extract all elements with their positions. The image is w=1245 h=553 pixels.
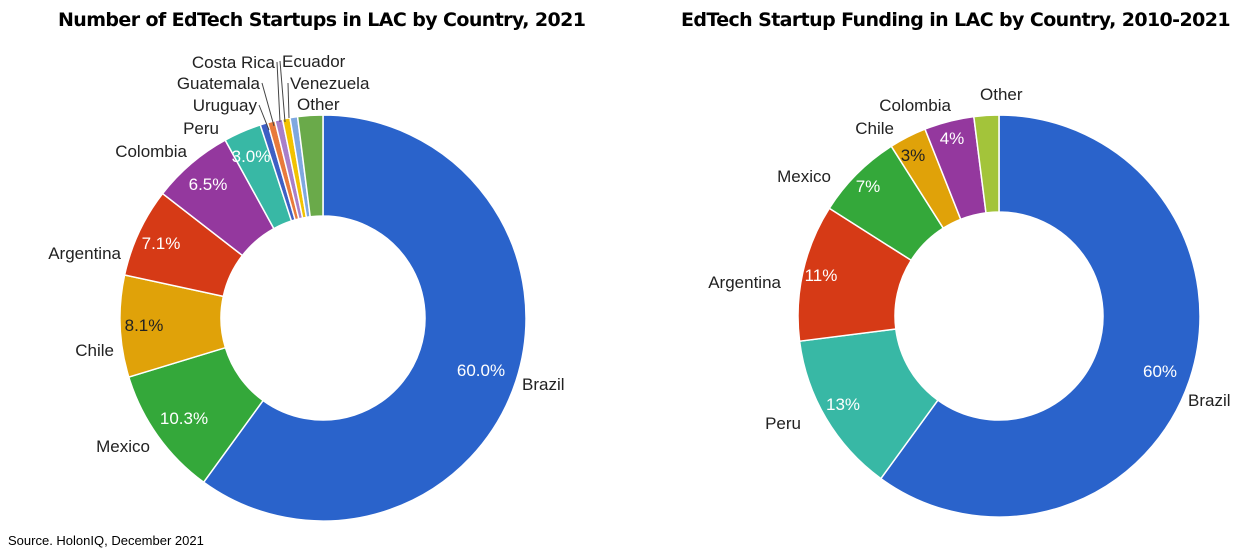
data-label-mexico: 10.3% — [160, 409, 208, 428]
source-note: Source. HolonIQ, December 2021 — [8, 533, 204, 548]
category-label-other: Other — [980, 85, 1023, 104]
category-label-chile: Chile — [75, 341, 114, 360]
category-label-brazil: Brazil — [522, 375, 565, 394]
slice-brazil — [879, 114, 1201, 518]
category-label-peru: Peru — [765, 414, 801, 433]
category-label-colombia: Colombia — [115, 142, 187, 161]
chart-title-startups: Number of EdTech Startups in LAC by Coun… — [58, 9, 586, 31]
category-label-brazil: Brazil — [1188, 391, 1231, 410]
startups-donut-chart: Brazil 60.0% Mexico 10.3% Chile 8.1% Argentina… — [48, 52, 565, 522]
data-label-colombia: 6.5% — [189, 175, 228, 194]
data-label-brazil: 60% — [1143, 362, 1177, 381]
category-label-argentina: Argentina — [708, 273, 781, 292]
leader-line-ecuador — [279, 60, 286, 123]
category-label-ecuador: Ecuador — [282, 52, 346, 71]
data-label-colombia: 4% — [940, 129, 965, 148]
leader-line-venezuela — [287, 82, 290, 119]
chart-title-funding: EdTech Startup Funding in LAC by Country… — [681, 9, 1231, 31]
category-label-colombia: Colombia — [879, 96, 951, 115]
slice-other — [972, 114, 1000, 214]
category-label-peru: Peru — [183, 119, 219, 138]
category-label-chile: Chile — [855, 119, 894, 138]
data-label-chile: 3% — [901, 146, 926, 165]
data-label-chile: 8.1% — [125, 316, 164, 335]
data-label-peru: 3.0% — [232, 147, 271, 166]
data-label-argentina: 7.1% — [142, 234, 181, 253]
slice-other — [296, 114, 324, 218]
data-label-brazil: 60.0% — [457, 361, 505, 380]
category-label-mexico: Mexico — [777, 167, 831, 186]
category-label-uruguay: Uruguay — [193, 96, 258, 115]
category-label-other: Other — [297, 95, 340, 114]
category-label-argentina: Argentina — [48, 244, 121, 263]
category-label-venezuela: Venezuela — [290, 74, 370, 93]
leader-line-uruguay — [258, 104, 270, 131]
data-label-mexico: 7% — [856, 177, 881, 196]
leader-line-guatemala — [261, 82, 275, 127]
category-label-guatemala: Guatemala — [177, 74, 261, 93]
leader-line-costa-rica — [276, 61, 281, 123]
slice-brazil — [202, 114, 527, 522]
data-label-peru: 13% — [826, 395, 860, 414]
data-label-argentina: 11% — [805, 266, 838, 285]
category-label-costa-rica: Costa Rica — [192, 53, 276, 72]
category-label-mexico: Mexico — [96, 437, 150, 456]
